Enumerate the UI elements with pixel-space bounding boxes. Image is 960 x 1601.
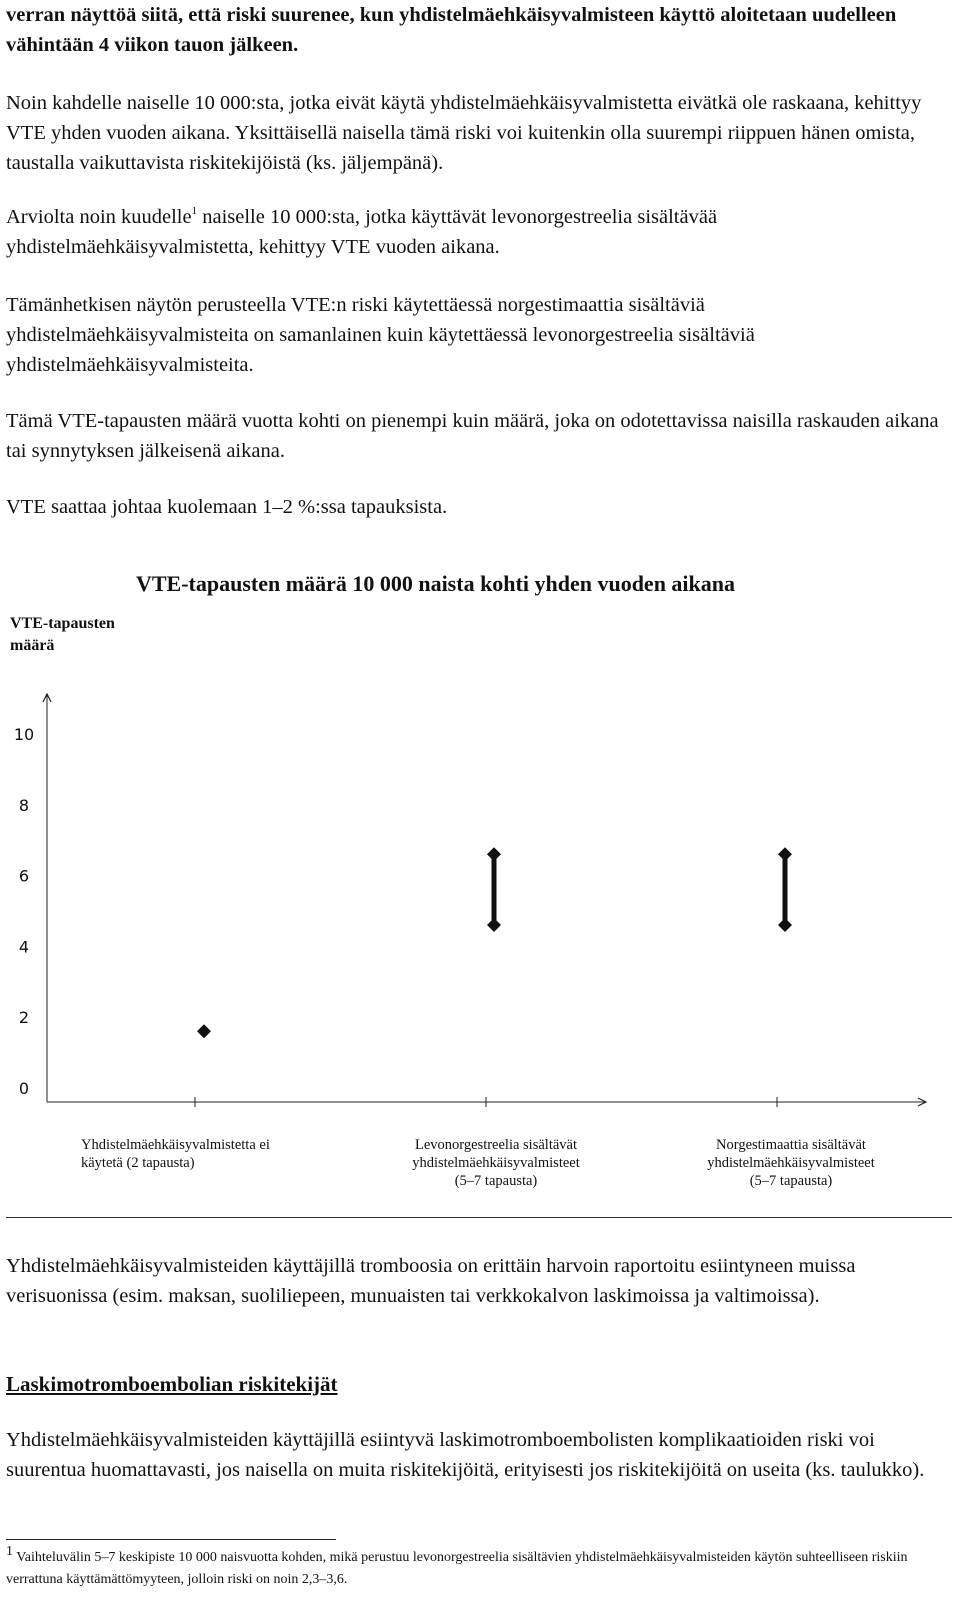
chart-y-axis-label: VTE-tapausten määrä — [10, 615, 115, 654]
category-label-norgestimate: Norgestimaattia sisältävät yhdistelmäehkä… — [676, 1136, 906, 1190]
range-low-marker — [487, 918, 501, 932]
range-low-marker — [778, 918, 792, 932]
y-tick-label: 0 — [19, 1079, 29, 1098]
y-tick-label: 6 — [19, 867, 29, 886]
category-label-levonorgestrel: Levonorgestreelia sisältävät yhdistelmäeh… — [376, 1136, 616, 1190]
chart-y-ticks: 0 2 4 6 8 10 — [14, 725, 34, 1098]
risk-factors-paragraph: Yhdistelmäehkäisyvalmisteiden käyttäjill… — [6, 1429, 925, 1481]
x-tick-label-line: yhdistelmäehkäisyvalmisteet — [412, 1155, 580, 1171]
chart-title: VTE-tapausten määrä 10 000 naista kohti … — [136, 571, 736, 596]
footnote-reference[interactable]: 1 — [191, 205, 198, 217]
footnote-text: Vaihteluvälin 5–7 keskipiste 10 000 nais… — [6, 1550, 908, 1587]
x-tick-label-line: Norgestimaattia sisältävät — [716, 1137, 866, 1153]
para2-text-end: naiselle 10 000:sta, jotka käyttävät lev… — [6, 206, 718, 258]
chart-axes — [42, 692, 928, 1107]
other-thrombosis-paragraph: Yhdistelmäehkäisyvalmisteiden käyttäjill… — [6, 1255, 856, 1307]
category-label-no-use: Yhdistelmäehkäisyvalmistetta ei käytetä (… — [81, 1136, 311, 1172]
data-point-marker — [197, 1024, 211, 1039]
range-high-marker — [778, 847, 792, 862]
section-heading-risk-factors: Laskimotromboembolian riskitekijät — [6, 1372, 338, 1396]
mortality-paragraph: VTE saattaa johtaa kuolemaan 1–2 %:ssa t… — [6, 496, 448, 518]
norgestimate-risk-paragraph: Tämänhetkisen näytön perusteella VTE:n r… — [6, 294, 755, 376]
footnote-mark: 1 — [6, 1544, 13, 1559]
x-tick-label-line: (5–7 tapausta) — [454, 1173, 538, 1189]
footnote-divider — [6, 1539, 336, 1540]
y-tick-label: 4 — [19, 937, 29, 956]
pregnancy-comparison-paragraph: Tämä VTE-tapausten määrä vuotta kohti on… — [6, 410, 939, 462]
y-tick-label: 10 — [14, 725, 34, 744]
para2-text-start: Arviolta noin kuudelle — [6, 206, 192, 228]
baseline-risk-paragraph: Noin kahdelle naiselle 10 000:sta, jotka… — [6, 92, 922, 174]
y-tick-label: 8 — [19, 796, 29, 815]
range-high-marker — [487, 847, 501, 862]
footnote: 1 Vaihteluvälin 5–7 keskipiste 10 000 na… — [6, 1544, 952, 1591]
x-tick-label-line: yhdistelmäehkäisyvalmisteet — [707, 1155, 875, 1171]
x-tick-label-line: (5–7 tapausta) — [749, 1173, 833, 1189]
chart-marks — [197, 847, 792, 1039]
chart-bottom-divider — [6, 1217, 952, 1218]
intro-paragraph: verran näyttöä siitä, että riski suurene… — [6, 4, 897, 56]
y-tick-label: 2 — [19, 1008, 29, 1027]
x-tick-label-line: käytetä (2 tapausta) — [81, 1155, 195, 1171]
y-axis-arrow — [42, 692, 52, 703]
levonorgestrel-risk-paragraph: Arviolta noin kuudelle1 naiselle 10 000:… — [6, 202, 946, 262]
vte-chart: 0 2 4 6 8 10 — [14, 692, 928, 1107]
x-axis-arrow — [917, 1097, 928, 1107]
x-tick-label-line: Levonorgestreelia sisältävät — [415, 1137, 577, 1153]
x-tick-label-line: Yhdistelmäehkäisyvalmistetta ei — [81, 1137, 270, 1153]
